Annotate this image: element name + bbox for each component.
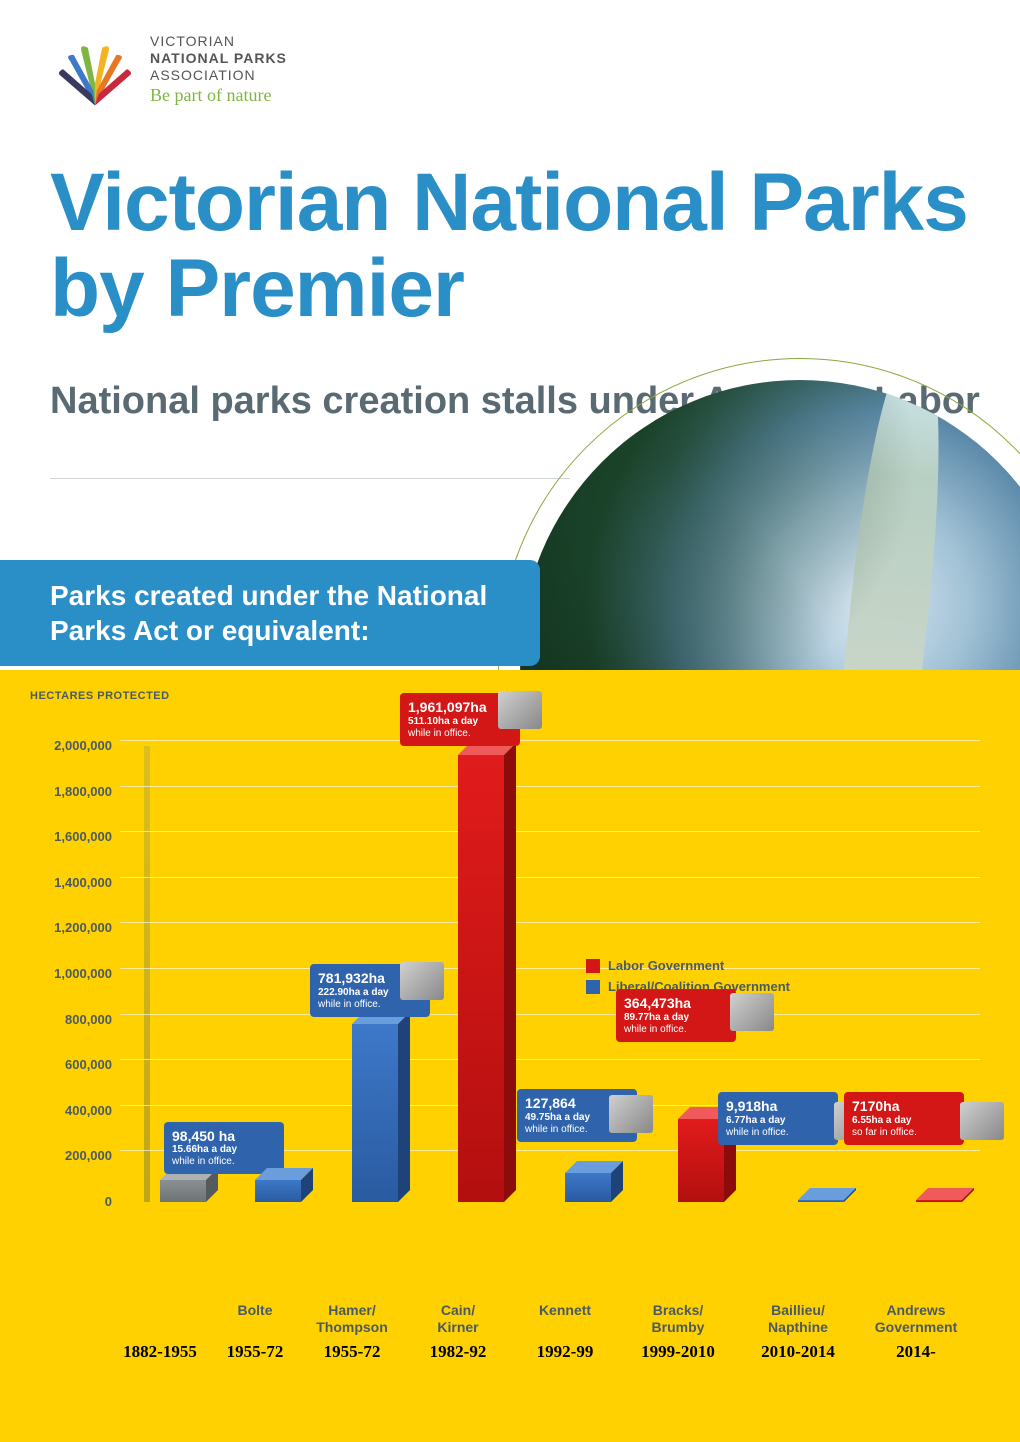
vnpa-logo: VICTORIAN NATIONAL PARKS ASSOCIATION Be … bbox=[50, 30, 287, 110]
bubble-note: while in office. bbox=[726, 1127, 830, 1139]
bar-label-bubble: 9,918ha6.77ha a daywhile in office. bbox=[718, 1092, 838, 1145]
gridline bbox=[120, 1014, 980, 1015]
legend-swatch-labor bbox=[586, 959, 600, 973]
bar-blue bbox=[798, 1200, 856, 1202]
hectares-chart: HECTARES PROTECTED 0 200,000 400,000 600,00… bbox=[30, 690, 990, 1250]
y-axis-title: HECTARES PROTECTED bbox=[30, 690, 170, 702]
year-label: 1955-72 bbox=[292, 1342, 412, 1362]
logo-line1: VICTORIAN bbox=[150, 33, 287, 50]
y-tick-label: 200,000 bbox=[30, 1148, 112, 1163]
y-tick-label: 1,200,000 bbox=[30, 920, 112, 935]
premier-portrait bbox=[960, 1102, 1004, 1140]
bar-face bbox=[798, 1200, 844, 1202]
bubble-rate: 511.10ha a day bbox=[408, 716, 512, 728]
bubble-hectares: 9,918ha bbox=[726, 1098, 830, 1115]
year-label: 2014- bbox=[856, 1342, 976, 1362]
gridline bbox=[120, 786, 980, 787]
chart-banner: Parks created under the National Parks A… bbox=[0, 560, 540, 666]
bubble-rate: 6.77ha a day bbox=[726, 1115, 830, 1127]
y-tick-label: 2,000,000 bbox=[30, 738, 112, 753]
bubble-note: while in office. bbox=[318, 999, 422, 1011]
legend-label: Labor Government bbox=[608, 958, 724, 973]
bar-face bbox=[255, 1180, 301, 1202]
gridline bbox=[120, 1059, 980, 1060]
legend-swatch-liberal bbox=[586, 980, 600, 994]
gridline bbox=[120, 831, 980, 832]
bar-red bbox=[916, 1200, 974, 1202]
y-axis-title-text: HECTARES PROTECTED bbox=[30, 690, 170, 702]
bubble-note: while in office. bbox=[408, 728, 512, 740]
premier-portrait bbox=[498, 691, 542, 729]
bar-blue bbox=[255, 1180, 313, 1202]
subtitle-divider bbox=[50, 478, 570, 479]
bubble-rate: 89.77ha a day bbox=[624, 1012, 728, 1024]
premier-portrait bbox=[609, 1095, 653, 1133]
bar-red bbox=[458, 755, 516, 1202]
gridline bbox=[120, 877, 980, 878]
page: VICTORIAN NATIONAL PARKS ASSOCIATION Be … bbox=[0, 0, 1020, 1442]
year-label: 2010-2014 bbox=[738, 1342, 858, 1362]
bubble-note: while in office. bbox=[624, 1024, 728, 1036]
bar-face bbox=[916, 1200, 962, 1202]
logo-mark-icon bbox=[50, 30, 140, 110]
gridline bbox=[120, 922, 980, 923]
premier-label: Bracks/Brumby bbox=[618, 1302, 738, 1336]
bar-label-bubble: 98,450 ha15.66ha a daywhile in office. bbox=[164, 1122, 284, 1175]
bubble-note: so far in office. bbox=[852, 1127, 956, 1139]
legend-item: Labor Government bbox=[586, 958, 790, 973]
y-tick-label: 1,600,000 bbox=[30, 829, 112, 844]
y-tick-label: 0 bbox=[30, 1194, 112, 1209]
logo-text: VICTORIAN NATIONAL PARKS ASSOCIATION Be … bbox=[150, 33, 287, 107]
year-label: 1999-2010 bbox=[618, 1342, 738, 1362]
year-label: 1992-99 bbox=[505, 1342, 625, 1362]
premier-label: AndrewsGovernment bbox=[856, 1302, 976, 1336]
bar-side bbox=[504, 743, 516, 1202]
bar-face bbox=[352, 1024, 398, 1202]
bar-side bbox=[398, 1012, 410, 1202]
bubble-rate: 15.66ha a day bbox=[172, 1144, 276, 1156]
y-tick-label: 600,000 bbox=[30, 1057, 112, 1072]
page-title: Victorian National Parks by Premier bbox=[50, 160, 1020, 332]
bubble-hectares: 7170ha bbox=[852, 1098, 956, 1115]
bubble-hectares: 1,961,097ha bbox=[408, 699, 512, 716]
bar-blue bbox=[565, 1173, 623, 1202]
bubble-hectares: 98,450 ha bbox=[172, 1128, 276, 1145]
year-label: 1982-92 bbox=[398, 1342, 518, 1362]
bar-label-bubble: 7170ha6.55ha a dayso far in office. bbox=[844, 1092, 964, 1145]
y-tick-label: 1,000,000 bbox=[30, 966, 112, 981]
premier-label: Kennett bbox=[505, 1302, 625, 1319]
bubble-hectares: 364,473ha bbox=[624, 995, 728, 1012]
bar-face bbox=[160, 1180, 206, 1202]
logo-tagline: Be part of nature bbox=[150, 85, 287, 107]
bar-face bbox=[458, 755, 504, 1202]
premier-portrait bbox=[730, 993, 774, 1031]
premier-label: Cain/Kirner bbox=[398, 1302, 518, 1336]
y-tick-label: 1,800,000 bbox=[30, 784, 112, 799]
bar-blue bbox=[352, 1024, 410, 1202]
bubble-note: while in office. bbox=[172, 1156, 276, 1168]
bar-label-bubble: 364,473ha89.77ha a daywhile in office. bbox=[616, 989, 736, 1042]
y-tick-label: 1,400,000 bbox=[30, 875, 112, 890]
logo-line2: NATIONAL PARKS bbox=[150, 50, 287, 67]
logo-line3: ASSOCIATION bbox=[150, 67, 287, 84]
y-tick-label: 800,000 bbox=[30, 1012, 112, 1027]
premier-label: Hamer/Thompson bbox=[292, 1302, 412, 1336]
bar-face bbox=[565, 1173, 611, 1202]
premier-portrait bbox=[400, 962, 444, 1000]
premier-label: Baillieu/Napthine bbox=[738, 1302, 858, 1336]
bar-gray bbox=[160, 1180, 218, 1202]
y-tick-label: 400,000 bbox=[30, 1103, 112, 1118]
gridline bbox=[120, 740, 980, 741]
bubble-rate: 6.55ha a day bbox=[852, 1115, 956, 1127]
gridline bbox=[120, 968, 980, 969]
